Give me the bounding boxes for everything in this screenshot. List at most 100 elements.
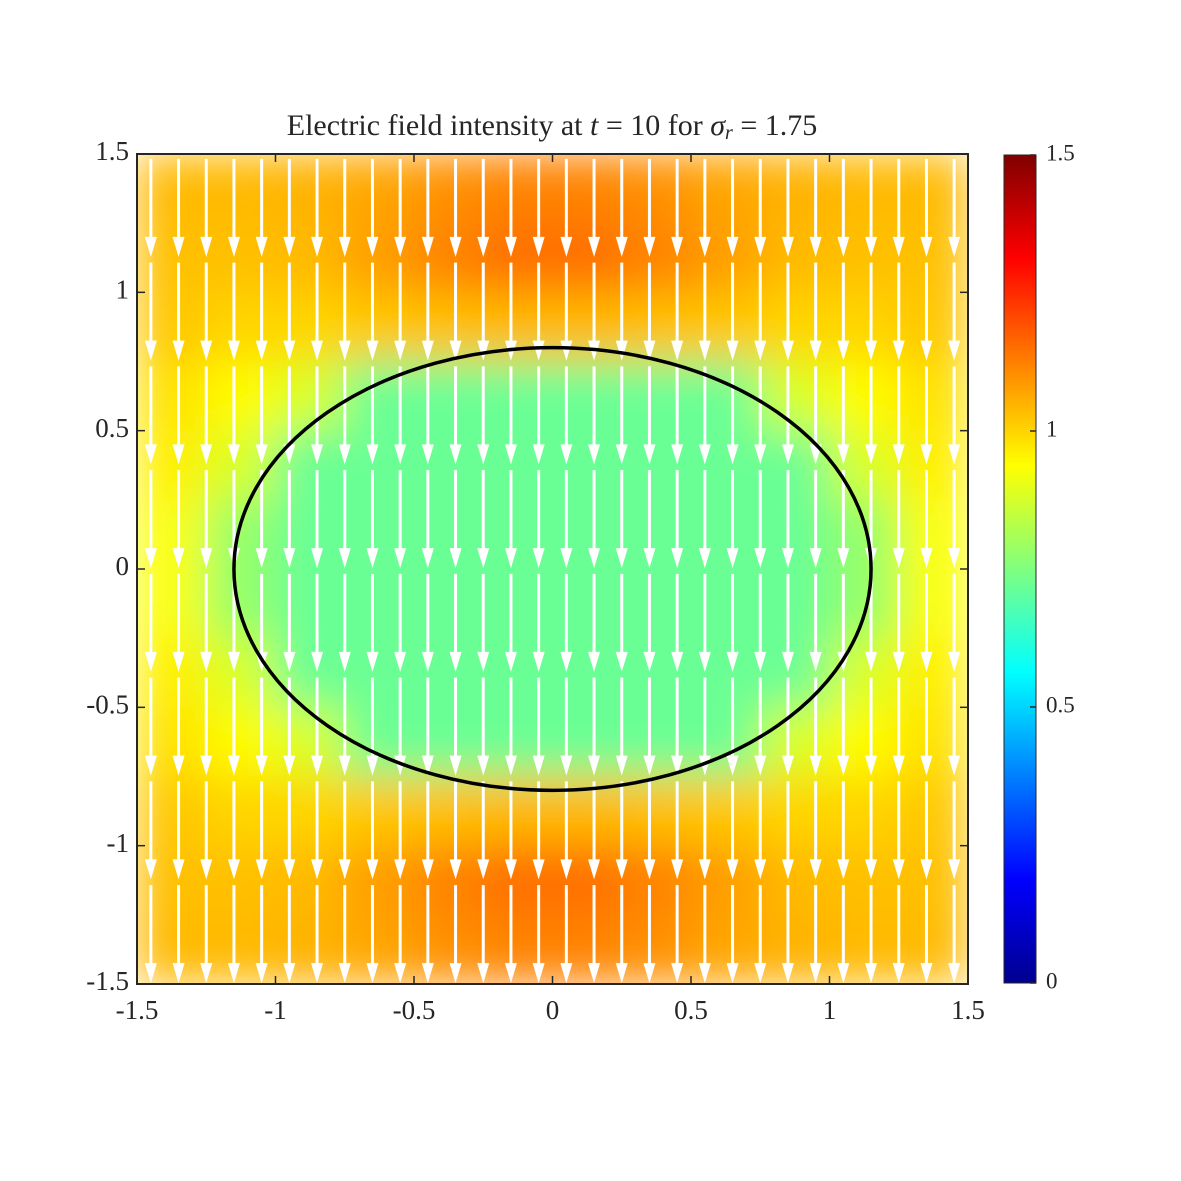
arrow-head bbox=[394, 651, 407, 672]
arrow-head bbox=[698, 548, 711, 569]
arrow-head bbox=[643, 444, 656, 465]
arrow-head bbox=[698, 340, 711, 361]
arrow-head bbox=[366, 236, 379, 257]
arrow-head bbox=[892, 755, 905, 776]
arrow bbox=[255, 781, 268, 880]
arrow bbox=[754, 262, 767, 361]
arrow bbox=[532, 158, 545, 257]
heat-cell bbox=[413, 637, 484, 708]
arrow bbox=[588, 885, 601, 984]
arrow-head bbox=[671, 548, 684, 569]
arrow-head bbox=[671, 859, 684, 880]
arrow-head bbox=[255, 548, 268, 569]
arrow-head bbox=[560, 859, 573, 880]
arrow-head bbox=[449, 340, 462, 361]
arrow-head bbox=[754, 340, 767, 361]
heat-cell bbox=[621, 776, 692, 847]
arrow bbox=[449, 781, 462, 880]
arrow-head bbox=[255, 444, 268, 465]
heat-cell bbox=[344, 914, 415, 984]
arrow-head bbox=[809, 548, 822, 569]
arrow-head bbox=[311, 236, 324, 257]
arrow-head bbox=[920, 651, 933, 672]
colorbar-tick-label: 1 bbox=[1046, 416, 1058, 441]
arrow bbox=[144, 470, 157, 569]
arrow-head bbox=[283, 236, 296, 257]
arrow-head bbox=[366, 548, 379, 569]
heat-cell bbox=[137, 154, 207, 224]
arrow-head bbox=[865, 444, 878, 465]
arrow bbox=[754, 677, 767, 776]
y-tick-label: -1 bbox=[107, 828, 130, 858]
arrow bbox=[283, 781, 296, 880]
heat-cell bbox=[759, 291, 830, 362]
arrow-head bbox=[504, 548, 517, 569]
arrow-head bbox=[892, 444, 905, 465]
arrow bbox=[754, 573, 767, 672]
heat-cell bbox=[205, 154, 276, 224]
arrow-head bbox=[754, 755, 767, 776]
arrow-head bbox=[754, 651, 767, 672]
arrow-head bbox=[837, 340, 850, 361]
arrow bbox=[726, 158, 739, 257]
arrow bbox=[837, 677, 850, 776]
arrow bbox=[477, 885, 490, 984]
arrow bbox=[781, 573, 794, 672]
arrow-head bbox=[588, 963, 601, 984]
heat-cell bbox=[482, 222, 553, 293]
x-tick-label: -1 bbox=[264, 995, 287, 1025]
arrow bbox=[366, 366, 379, 465]
arrow bbox=[227, 366, 240, 465]
arrow bbox=[726, 885, 739, 984]
arrow-head bbox=[311, 548, 324, 569]
y-tick-label: 1 bbox=[116, 275, 130, 305]
arrow bbox=[144, 885, 157, 984]
arrow bbox=[892, 158, 905, 257]
arrow bbox=[892, 885, 905, 984]
arrow bbox=[892, 262, 905, 361]
arrow-head bbox=[754, 548, 767, 569]
arrow-head bbox=[421, 236, 434, 257]
arrow bbox=[865, 366, 878, 465]
arrow bbox=[227, 677, 240, 776]
title-part: Electric field intensity at bbox=[287, 109, 590, 142]
arrow bbox=[421, 470, 434, 569]
arrow bbox=[560, 677, 573, 776]
arrow bbox=[532, 885, 545, 984]
arrow bbox=[809, 470, 822, 569]
arrow-head bbox=[504, 651, 517, 672]
arrow bbox=[394, 885, 407, 984]
arrow bbox=[643, 262, 656, 361]
heat-cell bbox=[205, 499, 276, 570]
arrow bbox=[338, 573, 351, 672]
heat-cell bbox=[413, 430, 484, 501]
arrow bbox=[781, 781, 794, 880]
heat-cell bbox=[829, 706, 900, 777]
heat-cell bbox=[552, 568, 623, 639]
heat-cell bbox=[413, 154, 484, 224]
arrow-head bbox=[615, 755, 628, 776]
arrow bbox=[781, 470, 794, 569]
heat-cell bbox=[621, 706, 692, 777]
y-tick-label: 0.5 bbox=[95, 413, 129, 443]
arrow bbox=[754, 470, 767, 569]
arrow bbox=[588, 781, 601, 880]
arrow-head bbox=[781, 340, 794, 361]
heat-cell bbox=[137, 430, 207, 501]
arrow bbox=[615, 677, 628, 776]
arrow bbox=[172, 677, 185, 776]
y-tick-label: -1.5 bbox=[86, 966, 129, 996]
arrow-head bbox=[394, 340, 407, 361]
y-tick-label: 1.5 bbox=[95, 136, 129, 166]
heat-cell bbox=[829, 914, 900, 984]
arrow-head bbox=[311, 859, 324, 880]
arrow bbox=[338, 366, 351, 465]
arrow-head bbox=[560, 444, 573, 465]
arrow-head bbox=[560, 755, 573, 776]
heat-cell bbox=[413, 568, 484, 639]
arrow bbox=[809, 158, 822, 257]
heat-cell bbox=[137, 776, 207, 847]
arrow bbox=[560, 470, 573, 569]
heat-cell bbox=[621, 154, 692, 224]
